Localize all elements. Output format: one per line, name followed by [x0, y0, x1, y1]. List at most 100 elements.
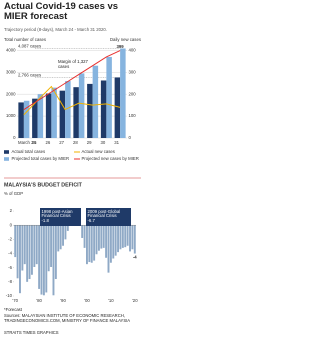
- value-label: -4: [133, 255, 137, 260]
- y-tick-label: -8: [8, 279, 12, 284]
- annotation: 1998 post-Asian Financial Crisis: [41, 208, 73, 219]
- y-tick-label: 4000: [6, 48, 16, 53]
- axis-title: % of GDP: [4, 191, 23, 196]
- legend-label: Projected new cases by MIER: [82, 156, 139, 161]
- bar: [106, 56, 112, 139]
- bar: [59, 225, 62, 250]
- bar: [18, 102, 24, 138]
- bar: [93, 225, 96, 261]
- annotation: Margin of 1,327 cases: [58, 59, 88, 69]
- title: Actual Covid-19 cases vs MIER forecast: [4, 1, 119, 22]
- value-label: 399: [117, 44, 125, 49]
- bar: [54, 225, 57, 280]
- bar: [121, 225, 124, 248]
- y-tick-label: 2000: [6, 91, 16, 96]
- line: [23, 50, 121, 110]
- bar: [97, 225, 100, 251]
- bar: [73, 87, 79, 138]
- annotation-box: 2009 post-Global Financial Crisis -6.7: [86, 208, 131, 226]
- bar: [45, 225, 48, 293]
- bar: [32, 98, 38, 138]
- bar: [86, 225, 88, 265]
- bar: [126, 225, 129, 246]
- bar: [131, 225, 134, 250]
- bar: [133, 225, 136, 254]
- bar: [124, 225, 127, 248]
- bar: [38, 225, 41, 289]
- y2-tick-label: 400: [129, 48, 137, 53]
- bar: [35, 225, 38, 265]
- y-tick-label: -2: [8, 237, 12, 242]
- x-tick-label: '20: [132, 298, 138, 303]
- x-tick-label: '80: [36, 298, 42, 303]
- annotation: 2009 post-Global Financial Crisis: [87, 208, 121, 219]
- bar: [42, 225, 45, 296]
- bar: [112, 225, 115, 259]
- bar: [120, 48, 126, 139]
- legend-swatch: [4, 150, 9, 154]
- y-tick-label: -6: [8, 265, 12, 270]
- bar: [66, 225, 69, 231]
- bar: [57, 225, 60, 252]
- bar: [129, 225, 131, 252]
- y-tick-label: 0: [13, 135, 16, 140]
- chart-title: MALAYSIA'S BUDGET DEFICIT: [4, 182, 83, 188]
- x-tick-label: 27: [59, 140, 64, 145]
- axis-title: Daily new cases: [110, 37, 141, 42]
- legend-label: Actual new cases: [82, 149, 115, 154]
- sources: Sources: MALAYSIAN INSTITUTE OF ECONOMIC…: [4, 313, 131, 323]
- x-tick-label: 29: [87, 140, 92, 145]
- y2-tick-label: 300: [129, 69, 137, 74]
- bar: [102, 225, 105, 248]
- bar: [47, 225, 50, 272]
- bar: [78, 73, 85, 138]
- bar: [117, 225, 120, 253]
- value-label: 4,087 cases: [18, 44, 41, 49]
- bar: [23, 225, 26, 265]
- bar: [45, 93, 52, 138]
- bar: [21, 225, 24, 271]
- bar: [16, 225, 19, 279]
- x-tick-label: '90: [60, 298, 66, 303]
- x-tick-label: '10: [108, 298, 114, 303]
- y-tick-label: 2: [10, 208, 13, 213]
- x-tick-label: March 24: [18, 140, 37, 145]
- bar: [19, 225, 21, 294]
- bar: [37, 94, 44, 138]
- bar: [40, 225, 43, 295]
- x-tick-label: '70: [12, 298, 18, 303]
- y-tick-label: 1000: [6, 113, 16, 118]
- value-label: -1.8: [41, 218, 49, 224]
- bar: [28, 225, 31, 280]
- bar: [100, 80, 107, 138]
- subtitle: Trajectory period (8-days), March 24 - M…: [4, 27, 108, 32]
- bar: [87, 83, 93, 138]
- bar: [51, 87, 57, 138]
- bar: [114, 225, 117, 256]
- bar: [52, 225, 55, 296]
- bar: [88, 225, 91, 263]
- bar: [119, 225, 122, 250]
- y-tick-label: 3000: [6, 69, 16, 74]
- value-label: -6.7: [87, 218, 95, 224]
- axis-title: Total number of cases: [4, 37, 46, 42]
- bar: [62, 225, 64, 246]
- bar: [90, 225, 93, 263]
- bar: [26, 225, 29, 282]
- x-tick-label: 25: [32, 140, 37, 145]
- bar: [114, 77, 121, 138]
- legend-label: Actual total cases: [12, 149, 46, 154]
- x-tick-label: 31: [114, 140, 119, 145]
- bar: [50, 225, 53, 267]
- value-label: 2,766 cases: [18, 73, 41, 78]
- y2-tick-label: 200: [129, 91, 137, 96]
- bar: [109, 225, 112, 263]
- bar: [14, 225, 17, 258]
- bar: [81, 225, 84, 238]
- annotation-box: 1998 post-Asian Financial Crisis -1.8: [40, 208, 81, 226]
- y-tick-label: 0: [10, 222, 13, 227]
- x-tick-label: 28: [73, 140, 78, 145]
- bar: [30, 225, 33, 275]
- x-tick-label: 26: [46, 140, 51, 145]
- x-tick-label: 30: [101, 140, 106, 145]
